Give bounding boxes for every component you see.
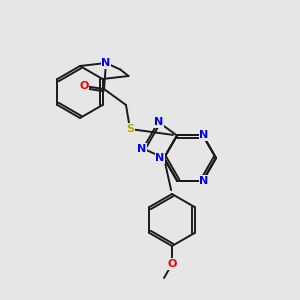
Text: N: N: [137, 143, 147, 154]
Text: N: N: [200, 176, 208, 185]
Text: O: O: [167, 259, 177, 269]
Text: N: N: [154, 117, 163, 127]
Text: N: N: [200, 130, 208, 140]
Text: N: N: [155, 153, 165, 163]
Text: N: N: [101, 58, 111, 68]
Text: O: O: [79, 81, 89, 91]
Text: S: S: [126, 124, 134, 134]
